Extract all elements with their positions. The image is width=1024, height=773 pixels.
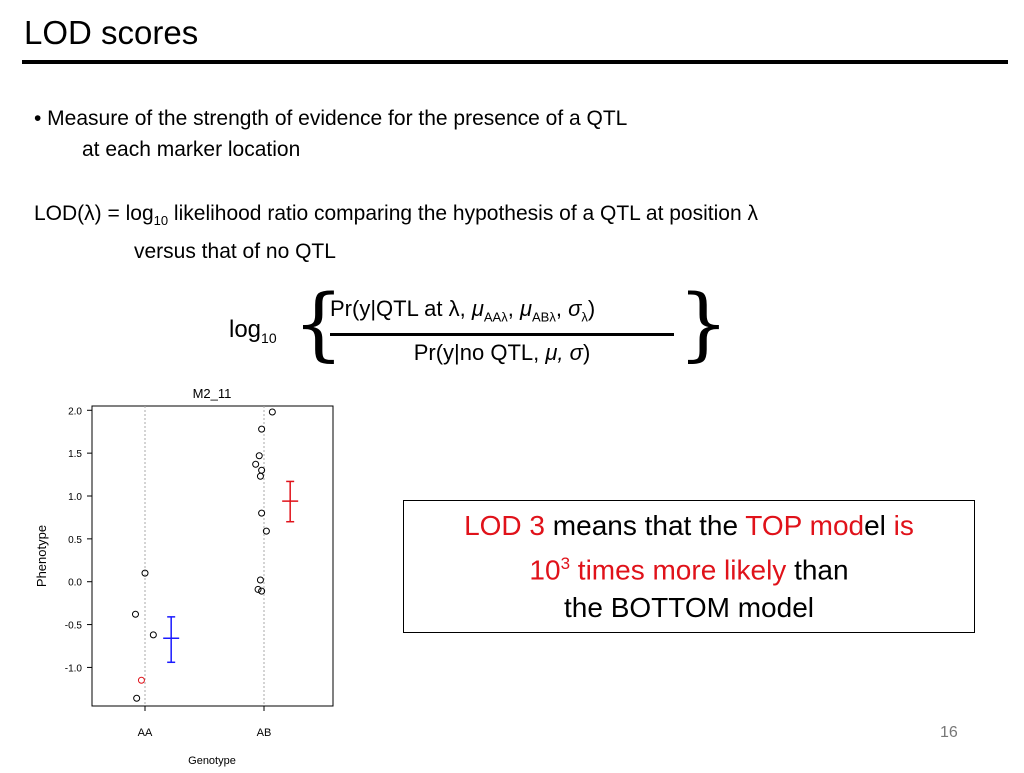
slide-title: LOD scores [24,14,199,51]
lod-def-prefix: LOD(λ) = log [34,202,154,225]
y-tick-label: 0.5 [68,535,82,546]
num-sub-ab: ABλ [532,309,556,325]
callout-is: is [893,510,914,541]
title-divider [22,60,1008,64]
callout-than: than [786,554,849,586]
chart-title: M2_11 [193,386,232,401]
phenotype-chart: M2_11 AA AB 2.0 1.5 1.0 0.5 0.0 -0.5 -1.0 Genotype… [0,378,340,768]
num-sep-2: , [555,296,569,321]
formula-numerator: Pr(y|QTL at λ, μAAλ, μABλ, σλ) [330,296,680,324]
callout-el: el [864,510,894,541]
lod-def-line-2: versus that of no QTL [134,240,336,264]
plot-frame [91,405,334,707]
page-number: 16 [940,724,958,741]
den-close: ) [582,340,591,365]
bullet-line-1: • Measure of the strength of evidence fo… [34,107,628,130]
data-point [149,631,157,639]
lod-definition: LOD(λ) = log10 likelihood ratio comparin… [34,198,758,267]
data-point [262,527,270,535]
lod-def-sub: 10 [153,213,169,229]
den-mu: μ [545,340,558,365]
data-point [258,425,266,433]
callout-bottom-model: the BOTTOM model [563,592,814,624]
den-sigma: σ [569,340,583,365]
callout-ten-sup: 3 [560,554,571,573]
data-point [268,408,276,416]
num-mu-ab: μ [519,296,533,321]
data-point [252,460,260,468]
num-text: Pr(y|QTL at λ, [330,296,472,321]
callout-means: means that the [545,510,746,541]
data-point [258,509,266,517]
y-axis-label: Phenotype [34,525,49,587]
num-sub-aa: AAλ [483,309,508,325]
x-tick-label-aa: AA [138,727,153,739]
y-tick-label: 1.0 [68,492,82,503]
x-tick-label-ab: AB [257,727,272,739]
den-text: Pr(y|no QTL, [413,340,546,365]
num-sep-1: , [507,296,520,321]
y-tick-label: 0.0 [68,578,82,589]
formula-denominator: Pr(y|no QTL, μ, σ) [330,340,674,366]
y-tick-label: 1.5 [68,449,82,460]
callout-lod3: LOD 3 [464,510,546,541]
formula-right-brace: } [678,277,729,370]
formula-log-sub: 10 [261,329,277,346]
data-point [256,472,264,480]
bullet-line-2: at each marker location [82,138,301,161]
data-point [255,452,263,460]
formula-fraction-bar [330,333,674,336]
phenotype-chart-svg: M2_11 AA AB 2.0 1.5 1.0 0.5 0.0 -0.5 -1.0 Genotype… [34,386,334,767]
data-point [258,587,266,595]
y-tick-label: 2.0 [68,406,82,417]
y-tick-label: -1.0 [65,663,83,674]
callout-ten: 10 [529,554,561,586]
num-sub-lambda: λ [581,309,588,325]
y-tick-label: -0.5 [65,621,83,632]
lod-def-rest: likelihood ratio comparing the hypothesi… [168,202,758,225]
num-close: ) [587,296,596,321]
data-point [131,610,139,618]
data-point [256,576,264,584]
x-axis-label: Genotype [188,755,236,767]
data-point [141,569,149,577]
formula-log-label: log [229,316,262,343]
callout-top-mod: TOP mod [745,510,865,541]
lod-callout-box: LOD 3 means that the TOP model is 103 ti… [403,500,975,633]
formula-log: log10 [229,316,277,346]
data-point [133,694,141,702]
data-point [254,585,262,593]
formula-left-brace: { [293,277,344,370]
bullet-text: • Measure of the strength of evidence fo… [34,103,627,165]
num-mu-aa: μ [471,296,484,321]
callout-more-likely: times more likely [570,554,787,586]
data-point [137,676,145,684]
den-comma: , [557,340,570,365]
num-sigma: σ [568,296,582,321]
